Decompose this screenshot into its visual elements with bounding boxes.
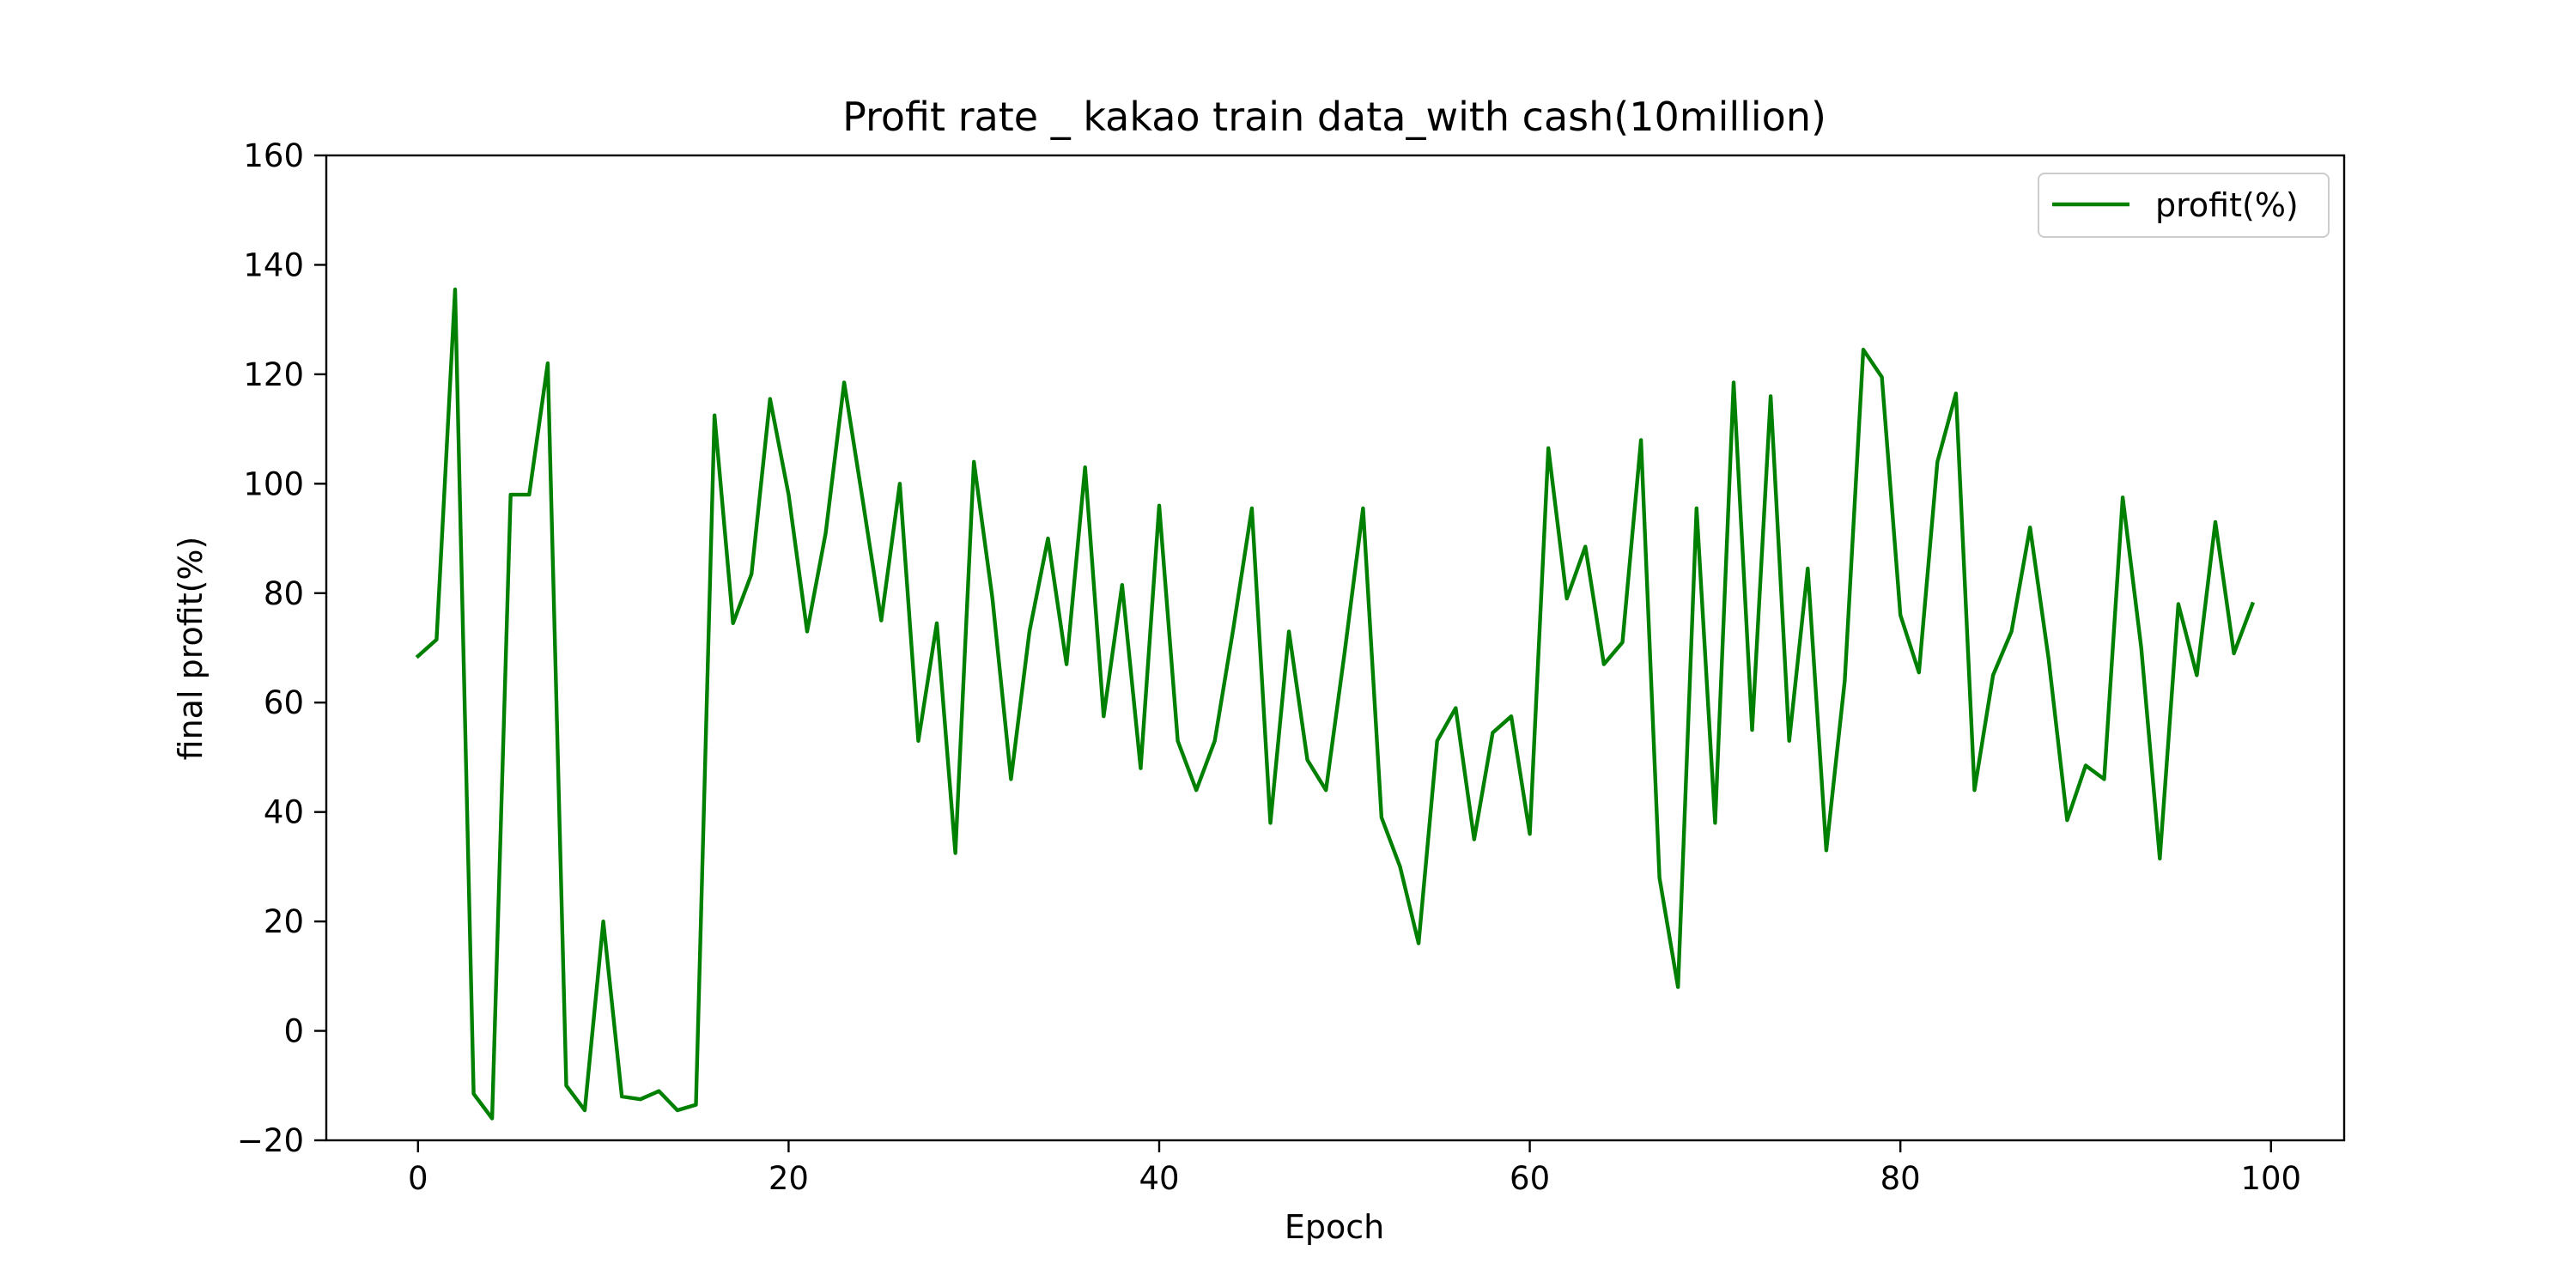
legend-label-profit: profit(%)	[2155, 186, 2299, 224]
y-tick-label: 160	[243, 137, 304, 174]
x-axis: 0 20 40 60 80 100	[408, 1140, 2301, 1197]
y-tick-label: 140	[243, 246, 304, 283]
legend: profit(%)	[2038, 173, 2330, 238]
x-tick-label: 20	[769, 1160, 809, 1197]
y-tick-label: 20	[264, 903, 304, 940]
chart-title: Profit rate _ kakao train data_with cash…	[842, 94, 1826, 140]
y-tick-label: 0	[283, 1013, 304, 1050]
y-axis: −20 0 20 40 60 80 100 120 140 160	[237, 137, 326, 1159]
legend-box	[2038, 173, 2330, 238]
y-tick-label: 80	[264, 575, 304, 612]
x-tick-label: 0	[408, 1160, 428, 1197]
x-tick-label: 40	[1139, 1160, 1179, 1197]
x-axis-label: Epoch	[1285, 1208, 1384, 1246]
series-line-profit	[415, 287, 2256, 1121]
x-tick-label: 60	[1510, 1160, 1550, 1197]
y-tick-label: 120	[243, 356, 304, 393]
plot-area	[325, 154, 2346, 1142]
y-tick-label: 100	[243, 465, 304, 502]
x-tick-label: 100	[2240, 1160, 2301, 1197]
y-tick-label: −20	[237, 1122, 304, 1159]
y-axis-label: final profit(%)	[172, 537, 210, 761]
plot-frame	[325, 154, 2346, 1142]
x-tick-label: 80	[1880, 1160, 1921, 1197]
y-tick-label: 40	[264, 794, 304, 831]
y-tick-label: 60	[264, 684, 304, 721]
